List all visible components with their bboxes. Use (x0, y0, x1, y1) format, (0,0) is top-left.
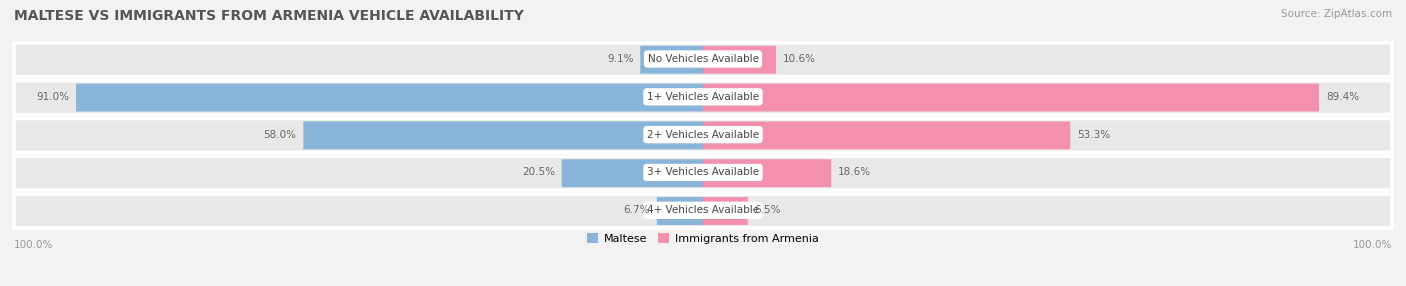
FancyBboxPatch shape (304, 122, 703, 149)
Text: MALTESE VS IMMIGRANTS FROM ARMENIA VEHICLE AVAILABILITY: MALTESE VS IMMIGRANTS FROM ARMENIA VEHIC… (14, 9, 524, 23)
Text: 9.1%: 9.1% (607, 54, 634, 64)
Text: No Vehicles Available: No Vehicles Available (648, 54, 758, 64)
Text: 20.5%: 20.5% (522, 168, 555, 177)
Text: 100.0%: 100.0% (1353, 240, 1392, 250)
Text: 58.0%: 58.0% (263, 130, 297, 140)
FancyBboxPatch shape (703, 159, 831, 187)
Text: 4+ Vehicles Available: 4+ Vehicles Available (647, 205, 759, 215)
Text: 18.6%: 18.6% (838, 168, 872, 177)
FancyBboxPatch shape (14, 194, 1392, 228)
FancyBboxPatch shape (14, 43, 1392, 77)
Text: 53.3%: 53.3% (1077, 130, 1111, 140)
Text: 6.5%: 6.5% (755, 205, 782, 215)
FancyBboxPatch shape (562, 159, 703, 187)
FancyBboxPatch shape (703, 46, 776, 74)
FancyBboxPatch shape (703, 84, 1319, 112)
FancyBboxPatch shape (640, 46, 703, 74)
Legend: Maltese, Immigrants from Armenia: Maltese, Immigrants from Armenia (582, 229, 824, 248)
FancyBboxPatch shape (14, 81, 1392, 114)
Text: 6.7%: 6.7% (623, 205, 650, 215)
FancyBboxPatch shape (14, 156, 1392, 190)
Text: 2+ Vehicles Available: 2+ Vehicles Available (647, 130, 759, 140)
Text: 91.0%: 91.0% (37, 92, 69, 102)
FancyBboxPatch shape (14, 118, 1392, 152)
Text: 3+ Vehicles Available: 3+ Vehicles Available (647, 168, 759, 177)
Text: 89.4%: 89.4% (1326, 92, 1360, 102)
Text: 10.6%: 10.6% (783, 54, 815, 64)
FancyBboxPatch shape (657, 197, 703, 225)
FancyBboxPatch shape (703, 197, 748, 225)
Text: Source: ZipAtlas.com: Source: ZipAtlas.com (1281, 9, 1392, 19)
Text: 1+ Vehicles Available: 1+ Vehicles Available (647, 92, 759, 102)
Text: 100.0%: 100.0% (14, 240, 53, 250)
FancyBboxPatch shape (76, 84, 703, 112)
FancyBboxPatch shape (703, 122, 1070, 149)
